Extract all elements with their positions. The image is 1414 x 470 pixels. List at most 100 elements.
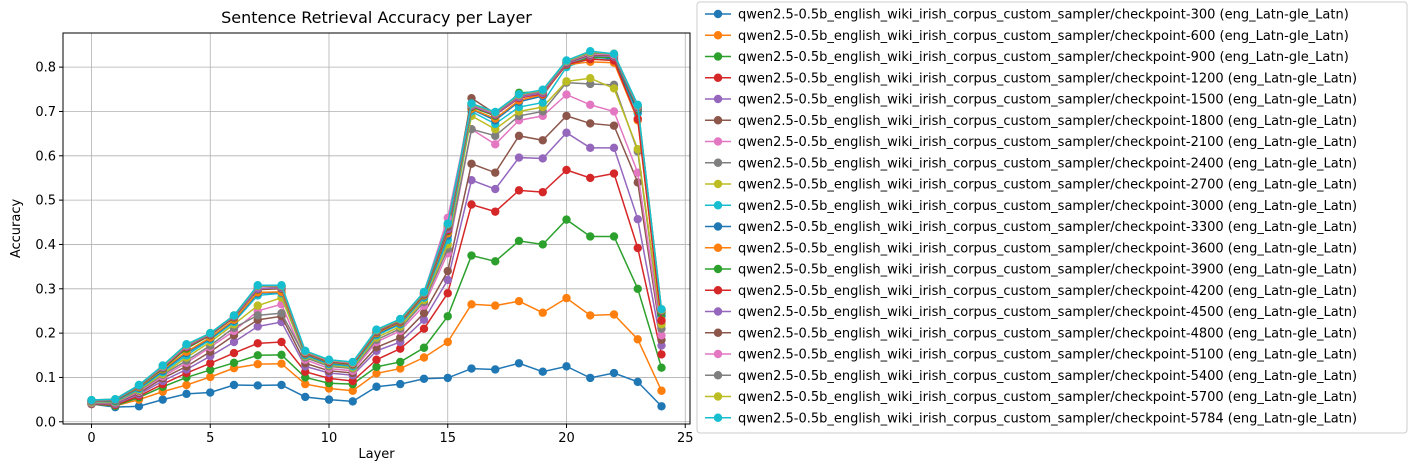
data-point [277, 380, 286, 390]
data-point [301, 346, 310, 356]
data-point [586, 232, 595, 241]
legend-item: qwen2.5-0.5b_english_wiki_irish_corpus_c… [705, 348, 1357, 363]
data-point [277, 337, 286, 347]
data-point [396, 364, 405, 373]
data-point [657, 341, 666, 350]
legend-label: qwen2.5-0.5b_english_wiki_irish_corpus_c… [738, 305, 1357, 320]
data-point [633, 100, 642, 110]
data-point [443, 373, 452, 383]
data-point [419, 308, 429, 318]
data-point [657, 331, 666, 340]
data-point [443, 289, 452, 298]
data-point [324, 355, 334, 364]
legend-marker [713, 286, 723, 295]
data-point [443, 337, 452, 347]
data-point [633, 214, 642, 224]
y-axis-label: Accuracy [9, 199, 24, 259]
y-tick-label: 0.7 [35, 105, 56, 120]
data-point [538, 154, 547, 163]
legend-marker [713, 328, 723, 337]
data-point [491, 257, 500, 266]
legend-label: qwen2.5-0.5b_english_wiki_irish_corpus_c… [738, 156, 1357, 171]
data-point [586, 173, 595, 183]
data-point [372, 382, 381, 391]
data-point [538, 85, 547, 94]
data-point [301, 373, 310, 382]
data-point [586, 311, 595, 320]
data-point [277, 359, 286, 368]
legend-marker [713, 371, 723, 380]
data-point [514, 359, 524, 368]
data-point [609, 107, 619, 116]
data-point [633, 243, 642, 253]
data-point [491, 207, 500, 216]
data-point [277, 350, 286, 360]
legend-marker [713, 349, 723, 359]
data-point [467, 159, 476, 168]
data-point [562, 90, 571, 99]
data-point [586, 100, 595, 110]
data-point [253, 281, 262, 290]
data-point [538, 367, 547, 376]
legend-marker [713, 201, 723, 210]
data-point [467, 364, 476, 373]
y-tick-label: 0.2 [35, 327, 56, 342]
data-point [419, 343, 429, 352]
data-point [633, 178, 642, 187]
legend-item: qwen2.5-0.5b_english_wiki_irish_corpus_c… [705, 50, 1349, 65]
legend-label: qwen2.5-0.5b_english_wiki_irish_corpus_c… [738, 348, 1357, 363]
legend-marker [713, 264, 723, 274]
data-point [562, 215, 571, 224]
legend-marker [713, 179, 723, 189]
data-point [324, 395, 334, 404]
legend-marker [713, 392, 723, 401]
data-point [229, 311, 239, 320]
data-point [491, 131, 500, 141]
data-point [633, 335, 642, 344]
legend: qwen2.5-0.5b_english_wiki_irish_corpus_c… [696, 1, 1408, 434]
data-point [562, 362, 571, 371]
data-point [348, 386, 357, 395]
data-point [609, 169, 619, 178]
y-tick-label: 0.8 [35, 61, 56, 76]
data-point [253, 301, 262, 310]
data-point [182, 380, 191, 390]
legend-label: qwen2.5-0.5b_english_wiki_irish_corpus_c… [738, 8, 1349, 23]
data-point [467, 99, 476, 108]
data-point [633, 114, 642, 124]
chart-title: Sentence Retrieval Accuracy per Layer [221, 8, 532, 27]
data-point [586, 119, 595, 128]
legend-item: qwen2.5-0.5b_english_wiki_irish_corpus_c… [705, 156, 1357, 171]
plot-frame [62, 32, 691, 425]
data-point [657, 386, 666, 395]
legend-item: qwen2.5-0.5b_english_wiki_irish_corpus_c… [705, 114, 1357, 129]
data-point [443, 219, 452, 228]
data-point [609, 310, 619, 319]
data-point [206, 359, 215, 368]
legend-label: qwen2.5-0.5b_english_wiki_irish_corpus_c… [738, 369, 1357, 384]
data-point [586, 46, 595, 56]
data-point [396, 379, 405, 389]
legend-label: qwen2.5-0.5b_english_wiki_irish_corpus_c… [738, 411, 1357, 426]
data-point [609, 121, 619, 130]
data-point [491, 168, 500, 177]
data-point [396, 333, 405, 342]
legend-marker [713, 413, 723, 422]
data-point [229, 348, 239, 358]
data-point [134, 380, 144, 390]
legend-marker [713, 73, 723, 82]
data-point [253, 339, 262, 348]
data-point [514, 153, 524, 162]
data-point [443, 312, 452, 321]
data-point [514, 236, 524, 246]
y-tick-label: 0.1 [35, 371, 56, 386]
data-point [372, 355, 381, 364]
data-point [657, 316, 666, 325]
legend-label: qwen2.5-0.5b_english_wiki_irish_corpus_c… [738, 199, 1357, 214]
legend-label: qwen2.5-0.5b_english_wiki_irish_corpus_c… [738, 241, 1357, 256]
data-point [586, 143, 595, 153]
data-point [633, 144, 642, 154]
data-point [253, 351, 262, 360]
legend-marker [713, 9, 723, 19]
data-point [419, 353, 429, 362]
